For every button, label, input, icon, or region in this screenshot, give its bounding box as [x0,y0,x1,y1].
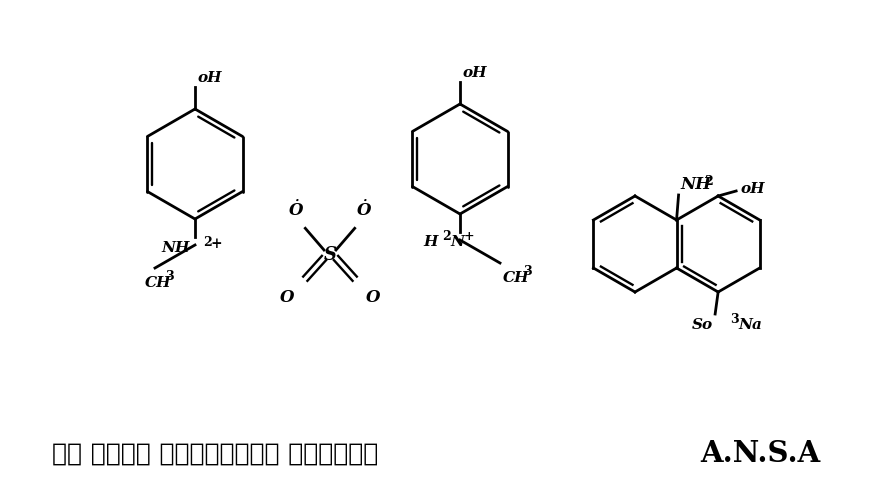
Text: Ȯ: Ȯ [289,202,303,219]
Text: O: O [366,288,380,305]
Text: S: S [324,245,336,264]
Text: oH: oH [462,66,486,80]
Text: 2: 2 [442,229,450,242]
Text: A.N.S.A: A.N.S.A [700,438,820,467]
Text: 3: 3 [165,270,174,283]
Text: oH: oH [197,71,221,85]
Text: NH: NH [681,176,712,192]
Text: N: N [450,234,464,248]
Text: Ȯ: Ȯ [357,202,371,219]
Text: 3: 3 [731,313,739,325]
Text: ۴ـ متیل آمینوفنل سولفات: ۴ـ متیل آمینوفنل سولفات [52,441,378,465]
Text: So: So [692,317,713,331]
Text: CH: CH [503,271,530,285]
Text: H: H [424,234,438,248]
Text: CH: CH [145,276,171,290]
Text: +: + [464,229,475,242]
Text: 3: 3 [523,265,532,278]
Text: 2: 2 [705,175,714,188]
Text: Na: Na [739,317,762,331]
Text: 2: 2 [203,235,211,248]
Text: O: O [280,288,294,305]
Text: oH: oH [740,182,764,195]
Text: +: + [211,236,223,250]
Text: NH: NH [161,240,190,255]
